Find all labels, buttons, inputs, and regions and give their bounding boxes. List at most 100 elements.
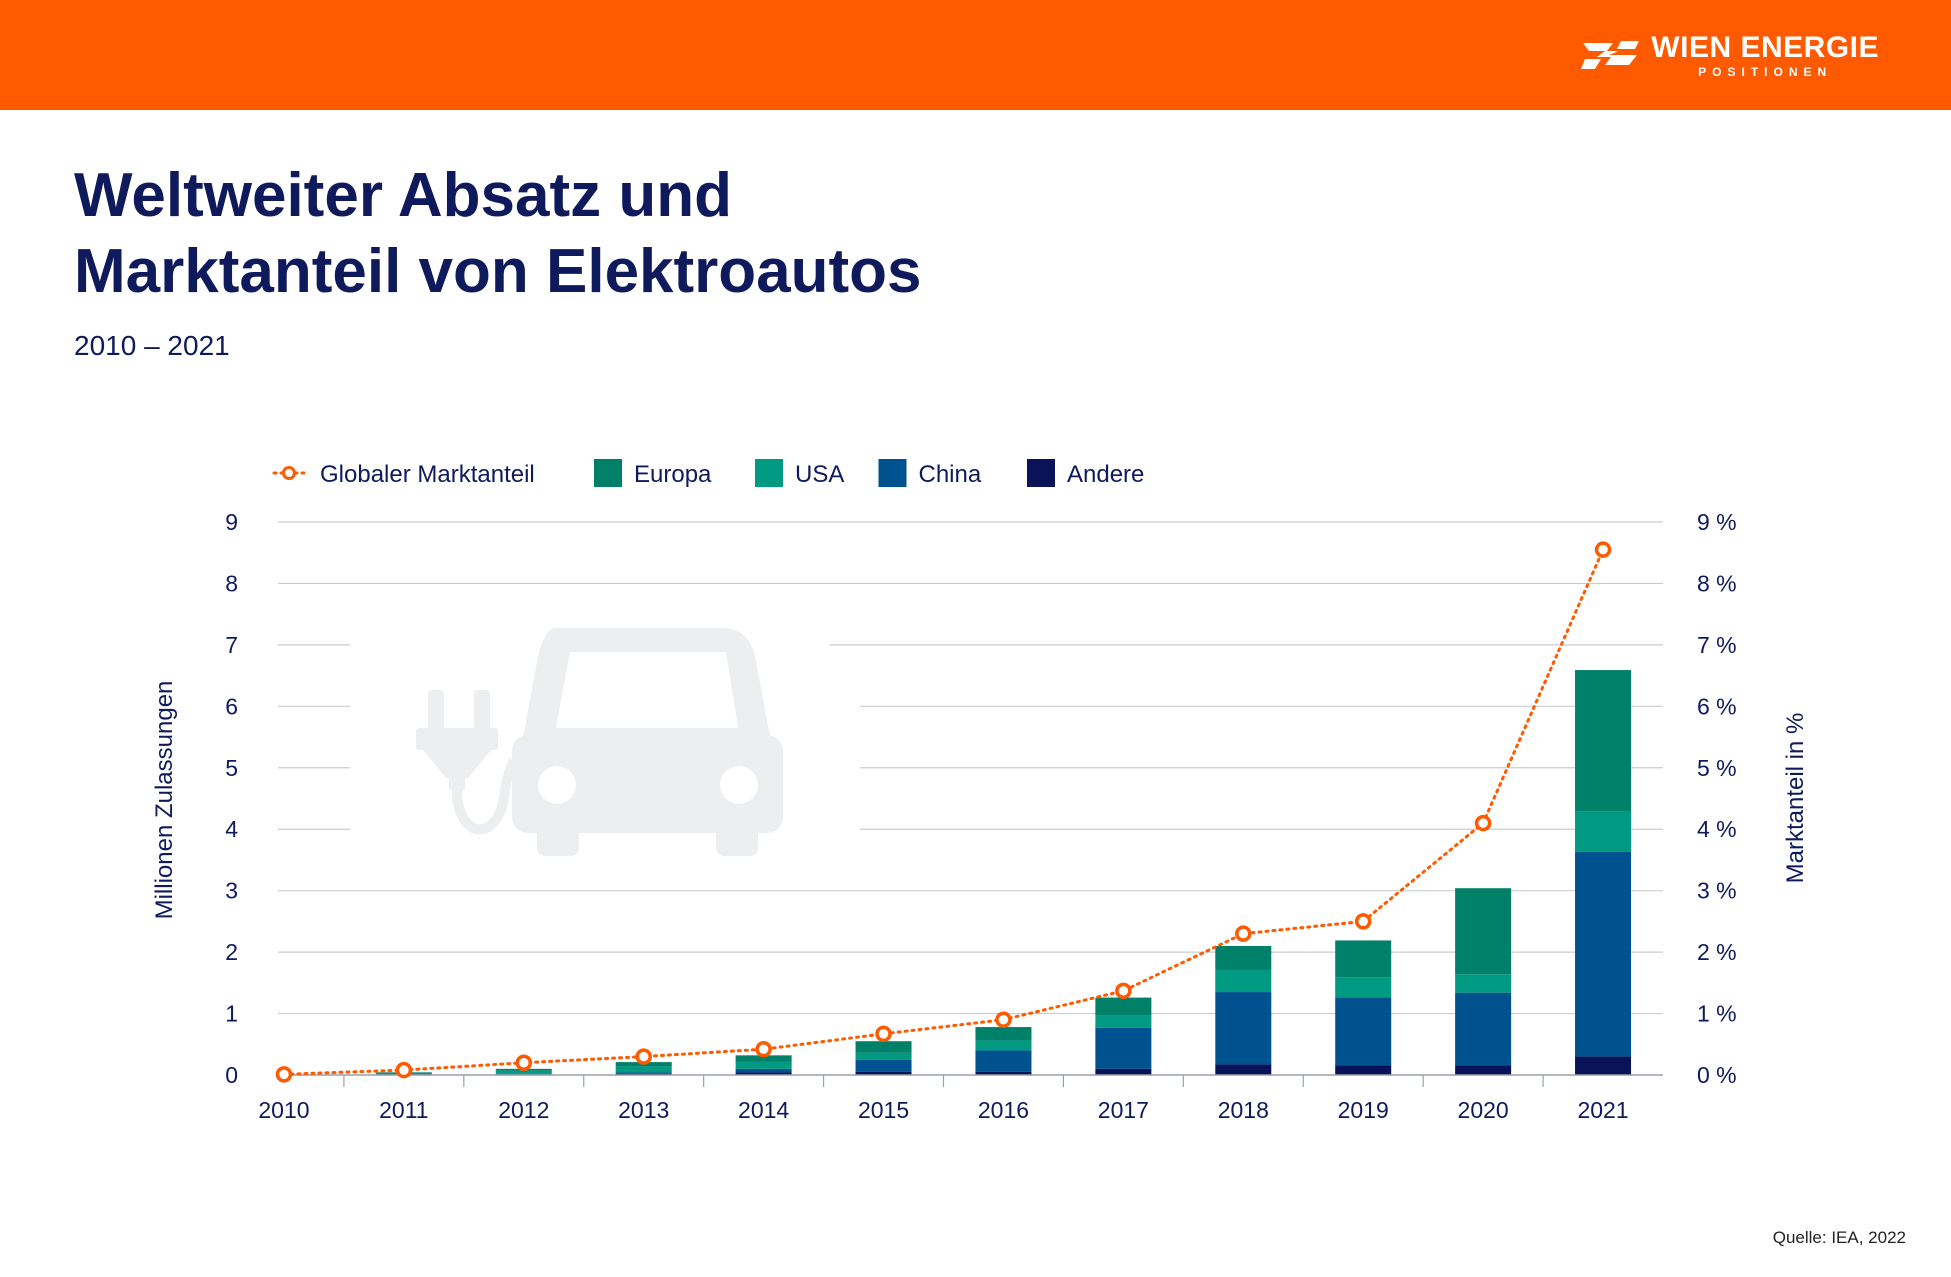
y-tick-label: 2 [225, 939, 238, 965]
x-tick-label-2021: 2021 [1577, 1097, 1628, 1123]
bar-andere-2018 [1215, 1064, 1272, 1075]
bar-china-2020 [1455, 992, 1512, 1066]
x-tick-label-2017: 2017 [1098, 1097, 1149, 1123]
bar-andere-2021 [1575, 1056, 1632, 1075]
bar-china-2021 [1575, 851, 1632, 1057]
page-title: Weltweiter Absatz und Marktanteil von El… [74, 158, 922, 310]
x-tick-label-2015: 2015 [858, 1097, 909, 1123]
bar-andere-2017 [1095, 1068, 1152, 1075]
bar-usa-2020 [1455, 974, 1512, 993]
market-share-point-2021 [1594, 541, 1612, 558]
market-share-point-2019 [1354, 913, 1372, 930]
bar-usa-2019 [1335, 977, 1392, 998]
legend-swatch-europa [594, 459, 622, 487]
title-line-1: Weltweiter Absatz und [74, 161, 732, 230]
bar-europa-2019 [1335, 940, 1392, 978]
y2-tick-label: 1 % [1697, 1001, 1737, 1027]
market-share-point-2010 [275, 1066, 293, 1083]
x-tick-label-2020: 2020 [1458, 1097, 1509, 1123]
y2-tick-label: 9 % [1697, 509, 1737, 535]
x-tick-label-2014: 2014 [738, 1097, 789, 1123]
bar-andere-2015 [855, 1071, 912, 1075]
y-tick-label: 9 [225, 509, 238, 535]
bar-europa-2015 [855, 1041, 912, 1053]
y2-tick-label: 4 % [1697, 816, 1737, 842]
y2-tick-label: 3 % [1697, 878, 1737, 904]
y-tick-label: 1 [225, 1001, 238, 1027]
legend-label-market-share: Globaler Marktanteil [320, 461, 535, 488]
legend-swatch-china [878, 459, 907, 487]
bar-china-2014 [735, 1068, 792, 1073]
header-bar: WIEN ENERGIE POSITIONEN [0, 0, 1951, 110]
bar-usa-2018 [1215, 969, 1272, 993]
bar-china-2018 [1215, 992, 1272, 1065]
y-tick-label: 3 [225, 878, 238, 904]
market-share-point-2020 [1474, 814, 1492, 832]
legend-label-europa: Europa [634, 461, 712, 488]
logo-name: WIEN ENERGIE [1651, 30, 1879, 64]
y2-tick-label: 2 % [1697, 939, 1737, 965]
bar-europa-2018 [1215, 945, 1272, 970]
legend-swatch-andere [1027, 459, 1055, 487]
legend-label-china: China [919, 461, 982, 488]
market-share-point-2013 [635, 1048, 652, 1065]
y-tick-label: 0 [225, 1062, 238, 1088]
bar-usa-2015 [855, 1052, 912, 1060]
bar-europa-2020 [1455, 888, 1512, 975]
x-tick-label-2013: 2013 [618, 1097, 669, 1123]
y2-axis-label: Marktanteil in % [1782, 713, 1809, 884]
bar-usa-2017 [1095, 1015, 1152, 1028]
market-share-point-2012 [515, 1054, 533, 1071]
bar-usa-2016 [975, 1040, 1032, 1051]
x-tick-label-2011: 2011 [379, 1097, 428, 1123]
x-tick-label-2018: 2018 [1218, 1097, 1269, 1123]
x-tick-label-2016: 2016 [978, 1097, 1029, 1123]
market-share-point-2016 [995, 1011, 1012, 1028]
electric-car-icon [416, 628, 783, 856]
page-subtitle: 2010 – 2021 [74, 330, 230, 361]
y2-tick-label: 5 % [1697, 755, 1737, 781]
bar-usa-2013 [615, 1066, 672, 1073]
y-tick-label: 5 [225, 755, 238, 781]
legend-swatch-marker [282, 466, 296, 480]
title-line-2: Marktanteil von Elektroautos [74, 237, 922, 306]
y2-tick-label: 6 % [1697, 693, 1737, 719]
bar-andere-2020 [1455, 1065, 1512, 1075]
y-tick-label: 7 [225, 632, 238, 658]
y2-tick-label: 7 % [1697, 632, 1737, 658]
x-tick-label-2012: 2012 [498, 1097, 549, 1123]
logo-bolt-icon [1581, 41, 1640, 69]
y-axis-label: Millionen Zulassungen [151, 681, 178, 920]
y2-tick-label: 8 % [1697, 570, 1737, 596]
bar-andere-2019 [1335, 1065, 1392, 1075]
x-tick-label-2019: 2019 [1338, 1097, 1389, 1123]
market-share-point-2015 [875, 1025, 892, 1043]
bar-usa-2021 [1575, 811, 1632, 852]
bar-andere-2016 [975, 1071, 1032, 1075]
market-share-point-2011 [395, 1061, 413, 1079]
legend-label-andere: Andere [1067, 461, 1144, 488]
market-share-point-2014 [755, 1040, 772, 1058]
y2-tick-label: 0 % [1697, 1062, 1737, 1088]
bar-china-2015 [855, 1059, 912, 1072]
bar-china-2017 [1095, 1027, 1152, 1069]
y-tick-label: 6 [225, 693, 238, 719]
bar-china-2013 [615, 1072, 672, 1074]
y-tick-label: 8 [225, 570, 238, 596]
logo-subtitle: POSITIONEN [1698, 64, 1833, 79]
bar-europa-2016 [975, 1027, 1032, 1041]
market-share-point-2018 [1235, 925, 1252, 942]
wien-energie-logo: WIEN ENERGIE POSITIONEN [1579, 30, 1879, 80]
bar-europa-2014 [735, 1055, 792, 1062]
market-share-line [282, 548, 1605, 1076]
bar-andere-2014 [735, 1072, 792, 1075]
bar-usa-2014 [735, 1061, 792, 1069]
legend-swatch-usa [755, 459, 783, 487]
bar-china-2016 [975, 1050, 1032, 1072]
legend-label-usa: USA [795, 461, 844, 488]
x-tick-label-2010: 2010 [258, 1097, 309, 1123]
source-note: Quelle: IEA, 2022 [1772, 1228, 1906, 1247]
bar-china-2012 [495, 1073, 552, 1075]
market-share-point-2017 [1115, 982, 1132, 1000]
